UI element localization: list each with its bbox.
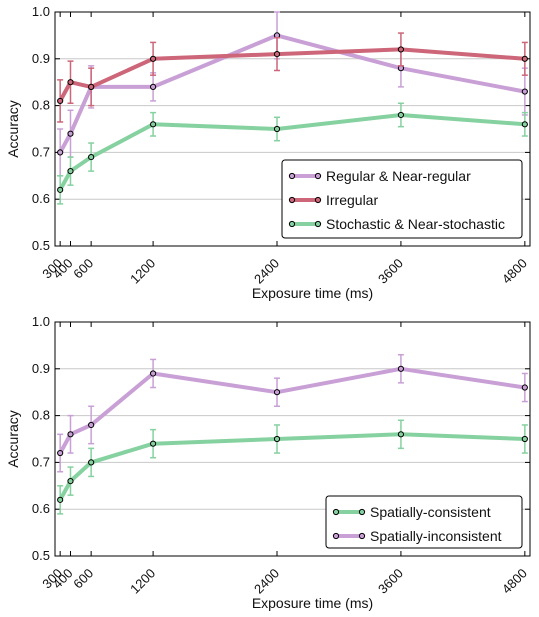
y-tick-label: 0.7: [32, 144, 50, 159]
plot-area-frame: [54, 11, 531, 247]
y-tick-label: 1.0: [32, 4, 50, 19]
data-point: [57, 149, 64, 156]
y-tick-label: 0.5: [32, 548, 50, 563]
data-point: [521, 88, 528, 95]
y-tick-label: 0.8: [32, 408, 50, 423]
legend-swatch-marker: [288, 220, 296, 228]
y-axis-label: Accuracy: [5, 100, 21, 158]
x-tick-label: 2400: [251, 256, 282, 287]
y-tick-label: 0.7: [32, 454, 50, 469]
series-line: [58, 432, 525, 501]
legend: Regular & Near-regular Irregular Stochasti…: [281, 159, 523, 239]
data-point: [273, 51, 281, 58]
data-point: [397, 431, 405, 438]
data-point: [149, 83, 157, 90]
data-point: [67, 478, 74, 485]
x-tick-label: 600: [70, 566, 96, 592]
x-tick-label: 3600: [375, 566, 406, 597]
data-point: [521, 384, 528, 391]
legend-item: Irregular: [288, 192, 378, 208]
series-1: [57, 32, 528, 123]
data-point: [57, 449, 64, 457]
data-point: [57, 496, 64, 503]
series-line: [58, 47, 525, 102]
data-point: [149, 55, 157, 62]
y-tick-label: 0.6: [32, 191, 50, 206]
data-point: [397, 365, 405, 372]
legend-label: Regular & Near-regular: [326, 168, 471, 184]
legend-swatch-marker: [314, 196, 322, 204]
legend-swatch-marker: [332, 508, 340, 516]
legend: Spatially-consistent Spatially-inconsiste…: [325, 495, 523, 549]
legend-swatch-marker: [314, 220, 322, 228]
legend-swatch-marker: [288, 196, 296, 204]
data-point: [67, 168, 74, 175]
legend-item: Spatially-inconsistent: [332, 528, 502, 544]
data-point: [521, 121, 528, 128]
x-tick-label: 1200: [127, 256, 158, 287]
data-point: [67, 79, 74, 86]
legend-swatch-marker: [314, 172, 322, 180]
plot-area-frame: [54, 321, 531, 557]
legend-box: [325, 495, 523, 549]
data-point: [149, 440, 157, 447]
data-point: [88, 153, 95, 161]
data-point: [149, 121, 157, 128]
series-1: [57, 354, 528, 473]
y-tick-label: 0.5: [32, 238, 50, 253]
data-point: [149, 370, 157, 377]
data-point: [88, 421, 95, 429]
y-tick-label: 0.6: [32, 501, 50, 516]
x-tick-label: 2400: [251, 566, 282, 597]
legend-label: Spatially-consistent: [370, 504, 491, 520]
legend-swatch-marker: [358, 508, 366, 516]
legend-item: Stochastic & Near-stochastic: [288, 216, 505, 232]
legend-label: Irregular: [326, 192, 378, 208]
legend-label: Spatially-inconsistent: [370, 528, 502, 544]
data-point: [67, 130, 74, 137]
x-axis-label: Exposure time (ms): [252, 595, 373, 611]
data-point: [397, 111, 405, 119]
x-tick-label: 4800: [499, 256, 530, 287]
x-tick-label: 3600: [375, 256, 406, 287]
data-point: [57, 186, 64, 193]
series-0: [57, 11, 528, 177]
y-tick-label: 0.8: [32, 98, 50, 113]
y-tick-label: 0.9: [32, 361, 50, 376]
legend-label: Stochastic & Near-stochastic: [326, 216, 505, 232]
legend-item: Regular & Near-regular: [288, 168, 471, 184]
y-tick-label: 1.0: [32, 314, 50, 329]
data-point: [397, 46, 405, 53]
data-point: [57, 97, 64, 105]
y-tick-label: 0.9: [32, 51, 50, 66]
legend-swatch-marker: [332, 532, 340, 540]
data-point: [273, 389, 281, 396]
x-tick-label: 1200: [127, 566, 158, 597]
legend-swatch-marker: [288, 172, 296, 180]
legend-swatch-marker: [358, 532, 366, 540]
legend-box: [281, 159, 523, 239]
x-tick-label: 4800: [499, 566, 530, 597]
x-axis-label: Exposure time (ms): [252, 285, 373, 301]
series-0: [57, 419, 528, 515]
data-point: [521, 55, 528, 62]
data-point: [67, 431, 74, 438]
data-point: [273, 435, 281, 443]
data-point: [273, 125, 281, 133]
series-2: [57, 102, 528, 205]
data-point: [521, 435, 528, 443]
data-point: [88, 459, 95, 466]
data-point: [88, 83, 95, 90]
x-tick-label: 600: [70, 256, 96, 282]
legend-item: Spatially-consistent: [332, 504, 491, 520]
y-axis-label: Accuracy: [5, 410, 21, 468]
